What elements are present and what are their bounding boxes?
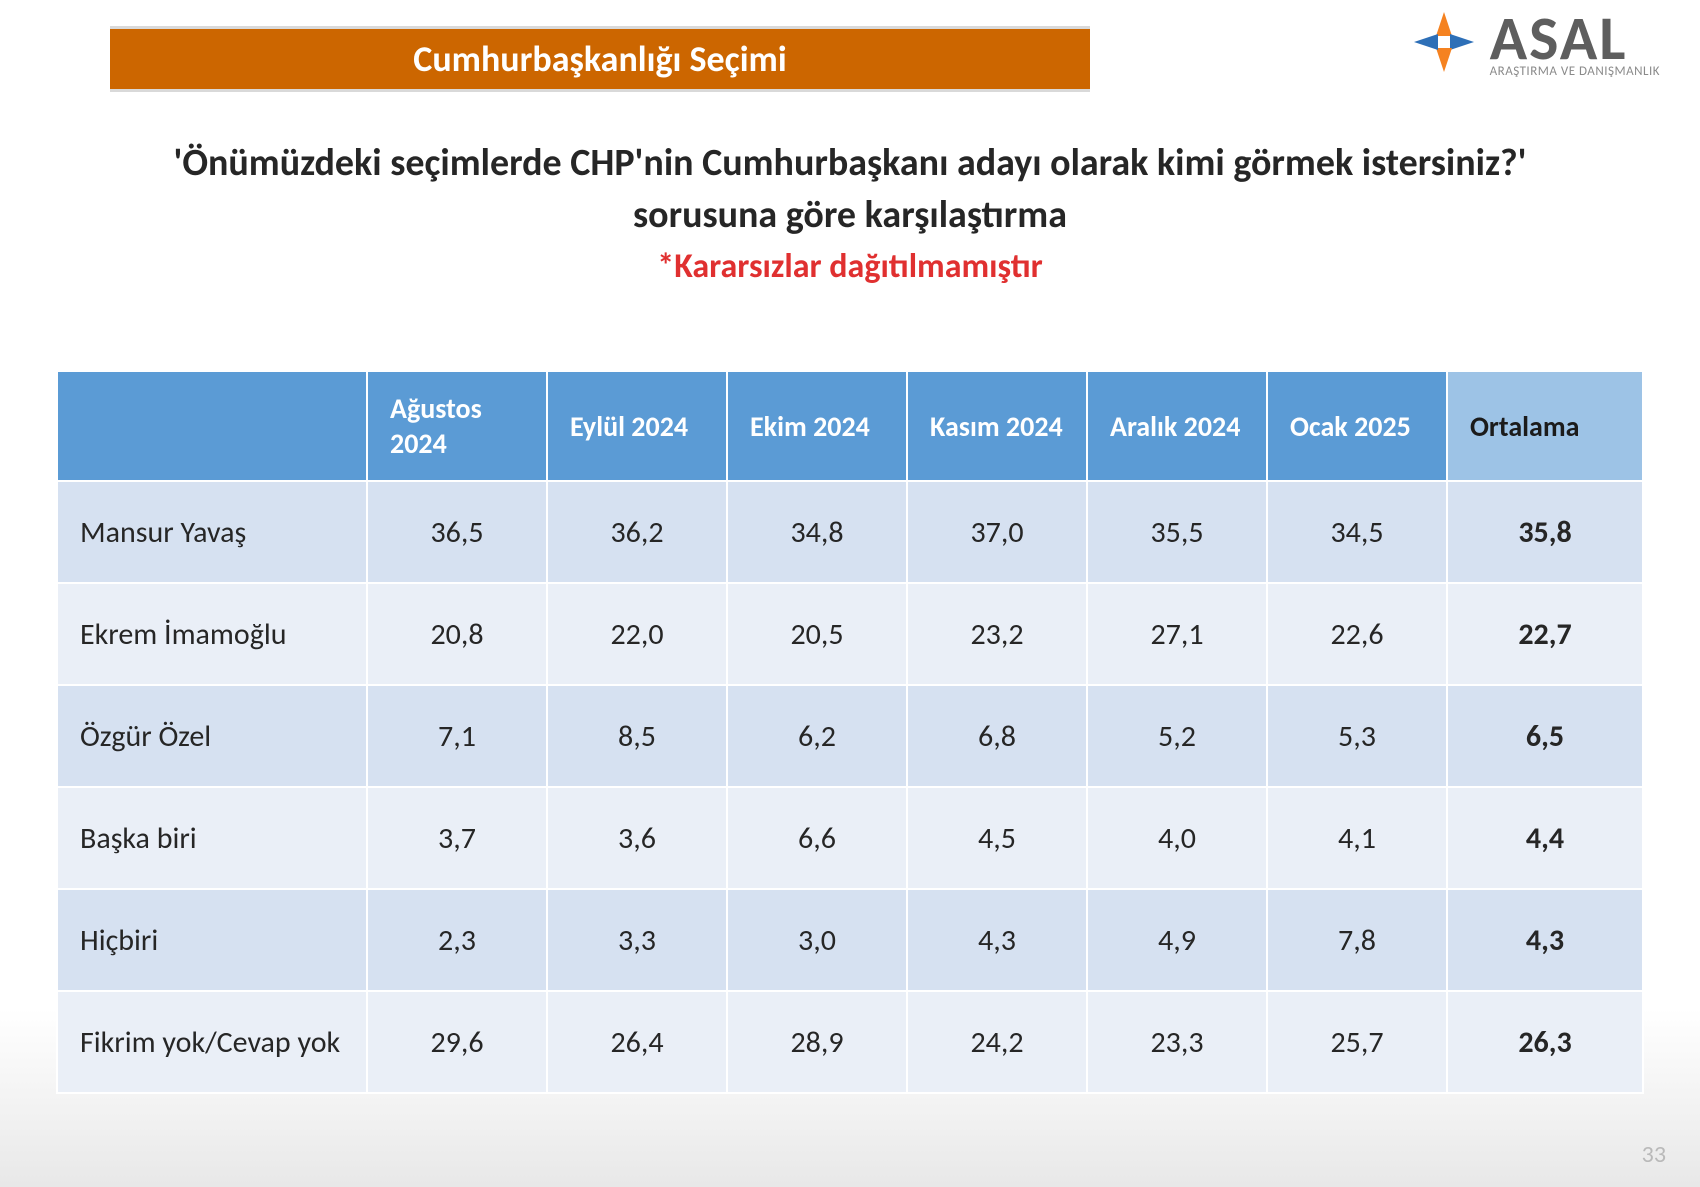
logo-subtitle: ARAŞTIRMA VE DANIŞMANLIK xyxy=(1490,65,1660,78)
logo-text: ASAL ARAŞTIRMA VE DANIŞMANLIK xyxy=(1490,7,1660,78)
cell: 3,6 xyxy=(547,787,727,889)
col-month-2: Eylül 2024 xyxy=(547,371,727,481)
row-name: Başka biri xyxy=(57,787,367,889)
question-line1: 'Önümüzdeki seçimlerde CHP'nin Cumhurbaş… xyxy=(0,140,1700,186)
table-body: Mansur Yavaş 36,5 36,2 34,8 37,0 35,5 34… xyxy=(57,481,1643,1093)
table-row: Başka biri 3,7 3,6 6,6 4,5 4,0 4,1 4,4 xyxy=(57,787,1643,889)
cell: 2,3 xyxy=(367,889,547,991)
row-name: Mansur Yavaş xyxy=(57,481,367,583)
cell: 6,8 xyxy=(907,685,1087,787)
table-header-row: Ağustos 2024 Eylül 2024 Ekim 2024 Kasım … xyxy=(57,371,1643,481)
table-row: Fikrim yok/Cevap yok 29,6 26,4 28,9 24,2… xyxy=(57,991,1643,1093)
cell: 5,2 xyxy=(1087,685,1267,787)
cell: 34,5 xyxy=(1267,481,1447,583)
cell: 37,0 xyxy=(907,481,1087,583)
cell-avg: 26,3 xyxy=(1447,991,1643,1093)
col-month-6: Ocak 2025 xyxy=(1267,371,1447,481)
cell: 20,8 xyxy=(367,583,547,685)
logo-icon xyxy=(1408,6,1480,78)
question-line2: sorusuna göre karşılaştırma xyxy=(0,192,1700,238)
table-row: Mansur Yavaş 36,5 36,2 34,8 37,0 35,5 34… xyxy=(57,481,1643,583)
cell: 27,1 xyxy=(1087,583,1267,685)
cell: 7,1 xyxy=(367,685,547,787)
cell: 24,2 xyxy=(907,991,1087,1093)
row-name: Hiçbiri xyxy=(57,889,367,991)
cell: 26,4 xyxy=(547,991,727,1093)
cell: 5,3 xyxy=(1267,685,1447,787)
col-empty xyxy=(57,371,367,481)
cell: 36,2 xyxy=(547,481,727,583)
page-number: 33 xyxy=(1642,1140,1666,1169)
cell-avg: 6,5 xyxy=(1447,685,1643,787)
cell: 34,8 xyxy=(727,481,907,583)
title-bar: Cumhurbaşkanlığı Seçimi xyxy=(110,26,1090,92)
cell: 23,2 xyxy=(907,583,1087,685)
cell: 20,5 xyxy=(727,583,907,685)
row-name: Ekrem İmamoğlu xyxy=(57,583,367,685)
cell: 3,0 xyxy=(727,889,907,991)
question-note: *Kararsızlar dağıtılmamıştır xyxy=(0,246,1700,287)
cell: 36,5 xyxy=(367,481,547,583)
brand-logo: ASAL ARAŞTIRMA VE DANIŞMANLIK xyxy=(1408,6,1660,78)
cell: 4,9 xyxy=(1087,889,1267,991)
col-month-4: Kasım 2024 xyxy=(907,371,1087,481)
col-month-5: Aralık 2024 xyxy=(1087,371,1267,481)
table-head: Ağustos 2024 Eylül 2024 Ekim 2024 Kasım … xyxy=(57,371,1643,481)
cell: 22,6 xyxy=(1267,583,1447,685)
cell: 25,7 xyxy=(1267,991,1447,1093)
row-name: Fikrim yok/Cevap yok xyxy=(57,991,367,1093)
cell-avg: 4,4 xyxy=(1447,787,1643,889)
col-month-3: Ekim 2024 xyxy=(727,371,907,481)
col-average: Ortalama xyxy=(1447,371,1643,481)
table-row: Özgür Özel 7,1 8,5 6,2 6,8 5,2 5,3 6,5 xyxy=(57,685,1643,787)
cell: 29,6 xyxy=(367,991,547,1093)
title-text: Cumhurbaşkanlığı Seçimi xyxy=(413,37,786,81)
row-name: Özgür Özel xyxy=(57,685,367,787)
cell: 6,2 xyxy=(727,685,907,787)
table-row: Ekrem İmamoğlu 20,8 22,0 20,5 23,2 27,1 … xyxy=(57,583,1643,685)
cell: 4,5 xyxy=(907,787,1087,889)
cell-avg: 4,3 xyxy=(1447,889,1643,991)
logo-brand: ASAL xyxy=(1490,7,1660,69)
cell: 6,6 xyxy=(727,787,907,889)
cell: 28,9 xyxy=(727,991,907,1093)
cell: 22,0 xyxy=(547,583,727,685)
cell-avg: 35,8 xyxy=(1447,481,1643,583)
cell: 4,0 xyxy=(1087,787,1267,889)
cell: 35,5 xyxy=(1087,481,1267,583)
cell: 7,8 xyxy=(1267,889,1447,991)
cell: 3,3 xyxy=(547,889,727,991)
cell: 23,3 xyxy=(1087,991,1267,1093)
col-month-1: Ağustos 2024 xyxy=(367,371,547,481)
question-block: 'Önümüzdeki seçimlerde CHP'nin Cumhurbaş… xyxy=(0,140,1700,287)
poll-table: Ağustos 2024 Eylül 2024 Ekim 2024 Kasım … xyxy=(56,370,1644,1094)
cell: 4,3 xyxy=(907,889,1087,991)
cell: 3,7 xyxy=(367,787,547,889)
cell: 4,1 xyxy=(1267,787,1447,889)
cell-avg: 22,7 xyxy=(1447,583,1643,685)
cell: 8,5 xyxy=(547,685,727,787)
title-bar-inner: Cumhurbaşkanlığı Seçimi xyxy=(110,29,1090,89)
table-row: Hiçbiri 2,3 3,3 3,0 4,3 4,9 7,8 4,3 xyxy=(57,889,1643,991)
